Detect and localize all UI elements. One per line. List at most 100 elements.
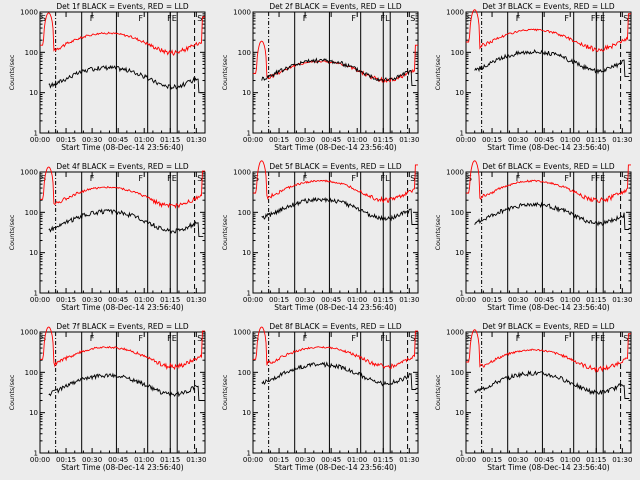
panel-title: Det 2f BLACK = Events, RED = LLD	[269, 2, 402, 11]
x-axis-label: Start Time (08-Dec-14 23:56:40)	[274, 463, 396, 472]
panel-title: Det 9f BLACK = Events, RED = LLD	[482, 322, 615, 331]
y-tick-label: 1	[34, 450, 38, 458]
x-tick-label: 01:15	[373, 456, 393, 464]
x-tick-label: 00:15	[56, 296, 76, 304]
panel-5: Det 5f BLACK = Events, RED = LLD 1 10 100 10…	[221, 160, 419, 312]
y-tick-label: 1	[247, 290, 251, 298]
x-axis-label: Start Time (08-Dec-14 23:56:40)	[487, 303, 609, 312]
y-tick-label: 1	[247, 130, 251, 138]
x-tick-label: 00:30	[508, 296, 528, 304]
series-events-line	[261, 57, 417, 87]
x-tick-label: 00:15	[269, 136, 289, 144]
y-tick-label: 1	[460, 290, 464, 298]
marker-label: S	[623, 174, 628, 183]
y-tick-label: 10	[242, 89, 251, 97]
x-axis-label: Start Time (08-Dec-14 23:56:40)	[61, 463, 183, 472]
x-tick-label: 01:00	[560, 296, 580, 304]
marker-label: F	[303, 334, 308, 343]
y-tick-label: 10	[242, 409, 251, 417]
panel-9: Det 9f BLACK = Events, RED = LLD 1 10 100 10…	[434, 322, 632, 472]
x-axis-label: Start Time (08-Dec-14 23:56:40)	[487, 463, 609, 472]
x-tick-label: 00:45	[108, 456, 128, 464]
x-tick-label: 00:30	[82, 296, 102, 304]
x-tick-label: 01:00	[134, 456, 154, 464]
series-events-line	[48, 64, 204, 94]
x-tick-label: 01:00	[347, 296, 367, 304]
plot-frame	[465, 11, 632, 134]
y-tick-label: 100	[451, 209, 464, 217]
y-axis-label: Counts/sec	[434, 214, 442, 250]
y-tick-label: 100	[238, 209, 251, 217]
x-tick-label: 01:15	[160, 136, 180, 144]
marker-label: FL	[380, 14, 390, 23]
series-lld-line	[40, 12, 205, 56]
y-tick-label: 100	[238, 369, 251, 377]
plot-frame	[252, 11, 419, 134]
y-tick-label: 1000	[446, 9, 464, 17]
marker-label: F	[516, 14, 521, 23]
marker-label: F	[564, 14, 569, 23]
x-tick-label: 01:30	[186, 296, 206, 304]
y-tick-label: 1	[247, 450, 251, 458]
y-tick-label: 10	[29, 249, 38, 257]
y-tick-label: 1	[34, 290, 38, 298]
marker-label: F	[303, 14, 308, 23]
plot-frame	[252, 331, 419, 454]
x-tick-label: 01:30	[612, 296, 632, 304]
marker-label: F	[351, 174, 356, 183]
x-axis-label: Start Time (08-Dec-14 23:56:40)	[274, 143, 396, 152]
x-tick-label: 01:30	[186, 136, 206, 144]
plot-frame	[465, 171, 632, 294]
y-tick-label: 10	[455, 409, 464, 417]
panel-title: Det 6f BLACK = Events, RED = LLD	[482, 162, 615, 171]
x-axis-label: Start Time (08-Dec-14 23:56:40)	[61, 303, 183, 312]
x-tick-label: 00:00	[456, 136, 476, 144]
y-tick-label: 100	[25, 49, 38, 57]
y-axis-label: Counts/sec	[8, 214, 16, 250]
x-tick-label: 01:15	[586, 296, 606, 304]
panel-4: Det 4f BLACK = Events, RED = LLD 1 10 100 10…	[8, 162, 206, 312]
series-lld-line	[40, 326, 205, 371]
y-tick-label: 1000	[233, 329, 251, 337]
plot-frame	[39, 331, 206, 454]
series-events-line	[474, 49, 630, 78]
y-tick-label: 100	[451, 49, 464, 57]
marker-label: F	[138, 174, 143, 183]
x-tick-label: 00:45	[534, 456, 554, 464]
y-tick-label: 10	[242, 249, 251, 257]
y-axis-label: Counts/sec	[8, 54, 16, 90]
x-axis-label: Start Time (08-Dec-14 23:56:40)	[61, 143, 183, 152]
x-tick-label: 01:30	[399, 456, 419, 464]
panel-title: Det 1f BLACK = Events, RED = LLD	[56, 2, 189, 11]
marker-label: F	[564, 174, 569, 183]
x-tick-label: 00:00	[456, 296, 476, 304]
y-axis-label: Counts/sec	[221, 374, 229, 410]
y-tick-label: 1000	[20, 169, 38, 177]
x-tick-label: 01:15	[160, 456, 180, 464]
marker-label: S	[197, 14, 202, 23]
x-tick-label: 00:15	[269, 296, 289, 304]
x-tick-label: 01:15	[586, 136, 606, 144]
x-tick-label: 00:45	[534, 136, 554, 144]
panel-6: Det 6f BLACK = Events, RED = LLD 1 10 100 10…	[434, 160, 632, 312]
x-tick-label: 00:45	[321, 136, 341, 144]
y-tick-label: 1000	[20, 9, 38, 17]
series-lld-line	[253, 160, 418, 204]
y-axis-label: Counts/sec	[221, 214, 229, 250]
marker-label: FE	[167, 14, 177, 23]
series-events-line	[474, 370, 630, 399]
marker-label: S	[410, 14, 415, 23]
panel-8: Det 8f BLACK = Events, RED = LLD 1 10 100 10…	[221, 322, 419, 472]
x-tick-label: 01:00	[134, 296, 154, 304]
x-tick-label: 01:30	[399, 296, 419, 304]
y-axis-label: Counts/sec	[8, 374, 16, 410]
marker-label: S	[197, 174, 202, 183]
x-tick-label: 01:30	[612, 136, 632, 144]
series-events-line	[48, 372, 204, 401]
marker-label: S	[623, 14, 628, 23]
marker-label: F	[90, 14, 95, 23]
y-tick-label: 1	[460, 130, 464, 138]
marker-label: S	[41, 174, 46, 183]
y-tick-label: 1000	[233, 9, 251, 17]
